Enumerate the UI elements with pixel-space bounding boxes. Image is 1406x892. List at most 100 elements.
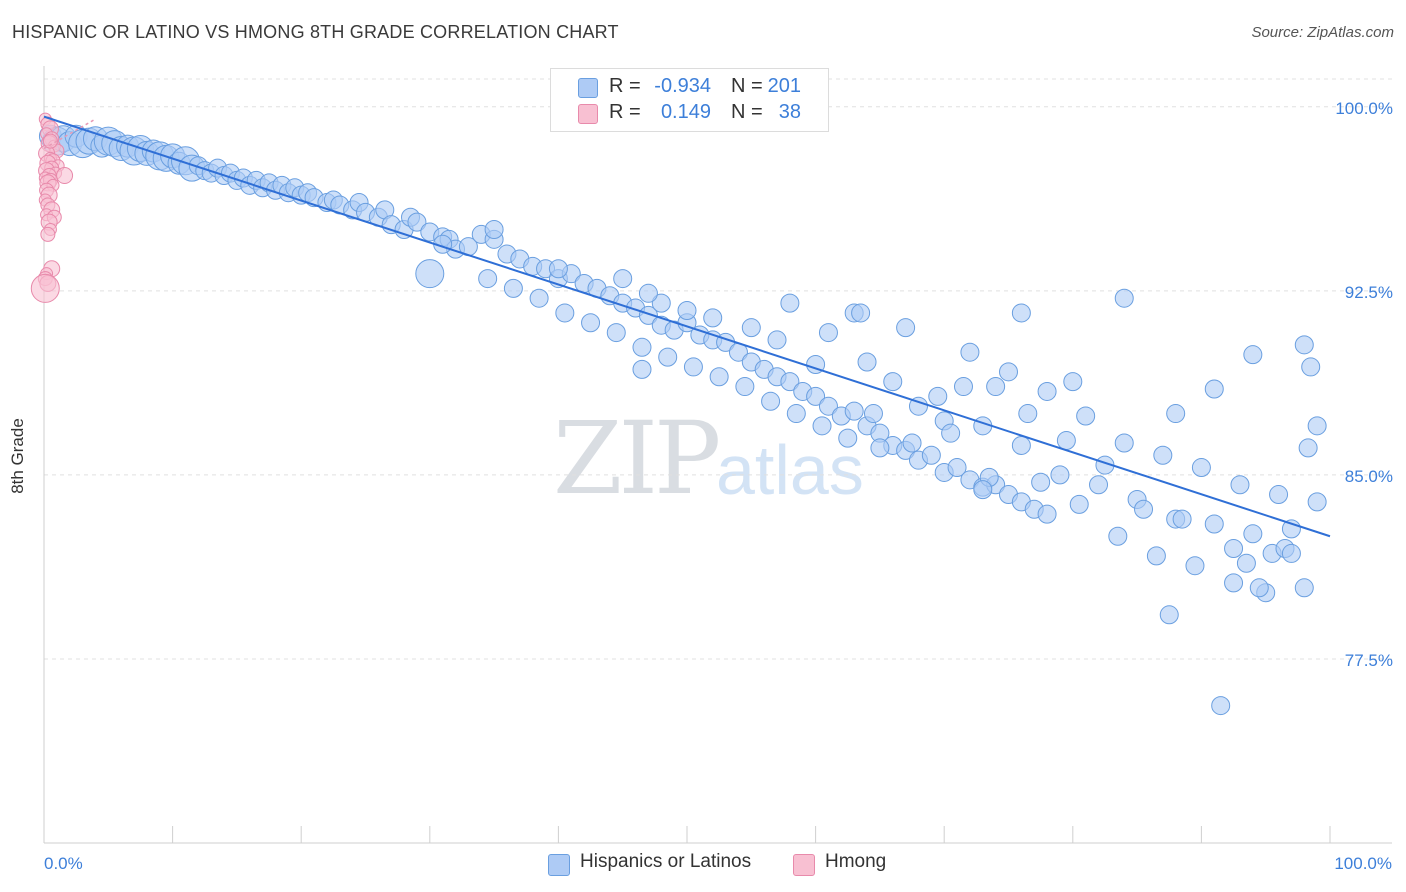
hispanics-point bbox=[1230, 475, 1250, 495]
hispanics-point bbox=[1159, 605, 1179, 625]
hispanics-point bbox=[709, 367, 729, 387]
hmong-trend-line bbox=[43, 118, 96, 150]
legend-label-hmong: Hmong bbox=[825, 851, 887, 872]
hispanics-point bbox=[986, 377, 1006, 397]
hispanics-point bbox=[1281, 543, 1301, 563]
hispanics-trend-line bbox=[43, 115, 1331, 538]
hmong-point bbox=[42, 133, 58, 149]
hispanics-point bbox=[1294, 335, 1314, 355]
hispanics-point bbox=[1172, 509, 1192, 529]
hispanics-point bbox=[1011, 303, 1031, 323]
hispanics-point bbox=[658, 347, 678, 367]
hispanics-point bbox=[767, 330, 787, 350]
hispanics-point bbox=[581, 313, 601, 333]
hispanics-point bbox=[478, 269, 498, 289]
hispanics-point bbox=[947, 458, 967, 478]
hispanics-point bbox=[548, 259, 568, 279]
hispanics-point bbox=[613, 269, 633, 289]
hispanics-point bbox=[780, 293, 800, 313]
hispanics-point bbox=[838, 428, 858, 448]
hispanics-point bbox=[1243, 524, 1263, 544]
watermark-zip: ZIP bbox=[553, 400, 721, 517]
hispanics-point bbox=[818, 323, 838, 343]
trend-lines bbox=[43, 115, 1331, 538]
hispanics-point bbox=[1249, 578, 1269, 598]
hispanics-point bbox=[1108, 526, 1128, 546]
tick-labels: 100.0% 92.5% 85.0% 77.5% 0.0% 100.0% bbox=[44, 99, 1393, 873]
hispanics-point bbox=[1018, 404, 1038, 424]
hispanics-point bbox=[999, 362, 1018, 382]
hispanics-point bbox=[735, 377, 755, 397]
hispanics-point bbox=[761, 391, 781, 411]
hispanics-point bbox=[1204, 514, 1224, 534]
hispanics-point bbox=[415, 259, 445, 289]
hispanics-point bbox=[606, 323, 626, 343]
hispanics-point bbox=[1166, 404, 1186, 424]
x-tick-label: 0.0% bbox=[44, 854, 83, 873]
hispanics-point bbox=[812, 416, 832, 436]
legend-r-label: R = bbox=[609, 75, 641, 97]
legend-row-hispanics: R = -0.934 N = 201 bbox=[551, 75, 828, 101]
legend-n-value: 38 bbox=[778, 101, 801, 123]
hispanics-point bbox=[806, 386, 826, 406]
hispanics-point bbox=[407, 212, 427, 232]
hispanics-point bbox=[638, 305, 658, 325]
legend-r-value: -0.934 bbox=[654, 75, 711, 97]
hispanics-point bbox=[632, 359, 652, 379]
hispanics-point bbox=[902, 433, 922, 453]
hispanics-point bbox=[908, 396, 928, 416]
series-hmong-points bbox=[30, 112, 74, 303]
hispanics-point bbox=[1269, 485, 1289, 505]
hmong-point bbox=[56, 167, 74, 185]
x-tick-label: 100.0% bbox=[1334, 854, 1392, 873]
hispanics-point bbox=[960, 342, 980, 362]
hispanics-point bbox=[1298, 438, 1318, 458]
series-hispanics-points bbox=[38, 124, 1327, 716]
bottom-legend-hispanics[interactable]: Hispanics or Latinos bbox=[548, 851, 778, 877]
hispanics-point bbox=[1114, 433, 1134, 453]
hmong-point bbox=[40, 226, 56, 242]
hispanics-point bbox=[529, 288, 549, 308]
source-credit: Source: ZipAtlas.com bbox=[1251, 24, 1394, 41]
hispanics-point bbox=[1114, 288, 1134, 308]
legend-n-label: N = bbox=[731, 75, 763, 97]
legend-swatch-blue bbox=[578, 78, 598, 98]
hispanics-point bbox=[1301, 357, 1321, 377]
hispanics-point bbox=[818, 396, 838, 416]
hmong-point bbox=[30, 273, 60, 303]
bottom-legend-hmong[interactable]: Hmong bbox=[793, 851, 903, 877]
hispanics-point bbox=[1050, 465, 1070, 485]
watermark-atlas: atlas bbox=[716, 431, 864, 509]
hispanics-point bbox=[921, 445, 941, 465]
legend-r-label: R = bbox=[609, 101, 641, 123]
hispanics-point bbox=[870, 438, 890, 458]
hispanics-point bbox=[651, 293, 671, 313]
hispanics-point bbox=[1146, 546, 1166, 566]
hispanics-point bbox=[973, 480, 993, 500]
hispanics-point bbox=[844, 401, 864, 421]
hispanics-point bbox=[1076, 406, 1096, 426]
legend-r-value: 0.149 bbox=[660, 101, 711, 123]
y-tick-label: 100.0% bbox=[1335, 99, 1393, 118]
hispanics-point bbox=[1011, 435, 1031, 455]
hispanics-point bbox=[741, 318, 761, 338]
hispanics-point bbox=[1134, 499, 1154, 519]
legend-row-hmong: R = 0.149 N = 38 bbox=[551, 101, 828, 127]
hispanics-point bbox=[883, 372, 903, 392]
legend-n-value: 201 bbox=[767, 75, 801, 97]
hispanics-point bbox=[683, 357, 703, 377]
hispanics-point bbox=[851, 303, 871, 323]
hispanics-point bbox=[1191, 458, 1211, 478]
hispanics-point bbox=[1037, 381, 1057, 401]
hispanics-point bbox=[953, 377, 973, 397]
y-tick-label: 77.5% bbox=[1345, 651, 1393, 670]
hispanics-point bbox=[1056, 431, 1076, 451]
legend-swatch-pink bbox=[793, 854, 815, 876]
hispanics-point bbox=[1211, 696, 1231, 716]
hispanics-point bbox=[1204, 379, 1224, 399]
hispanics-point bbox=[703, 308, 723, 328]
legend-swatch-blue bbox=[548, 854, 570, 876]
hispanics-point bbox=[1031, 472, 1051, 492]
hispanics-point bbox=[786, 404, 806, 424]
